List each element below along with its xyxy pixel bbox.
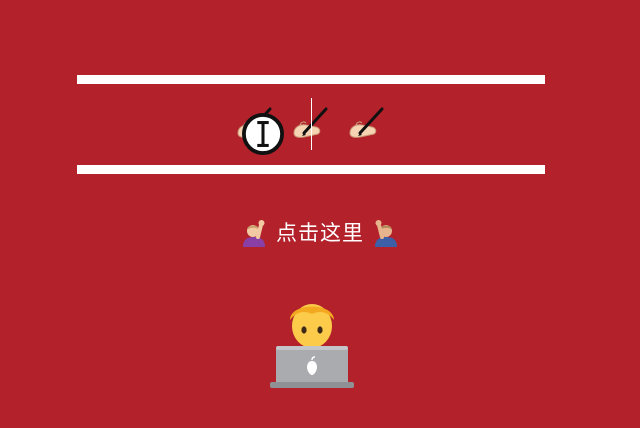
click-here-prompt[interactable]: 点击这里	[0, 214, 640, 250]
emoji-sequence	[77, 102, 545, 155]
text-caret	[311, 98, 312, 150]
writing-hand-icon	[346, 103, 388, 145]
person-raising-hand-icon	[372, 217, 400, 247]
writing-hand-icon	[234, 103, 284, 155]
writing-hand-icon	[290, 103, 332, 145]
technologist-icon	[270, 296, 354, 388]
text-cursor-icon	[242, 113, 284, 155]
emoji-input-field[interactable]	[77, 84, 545, 165]
person-raising-hand-icon	[240, 217, 268, 247]
click-here-label[interactable]: 点击这里	[276, 221, 364, 245]
input-border-top	[77, 75, 545, 84]
input-border-bottom	[77, 165, 545, 174]
